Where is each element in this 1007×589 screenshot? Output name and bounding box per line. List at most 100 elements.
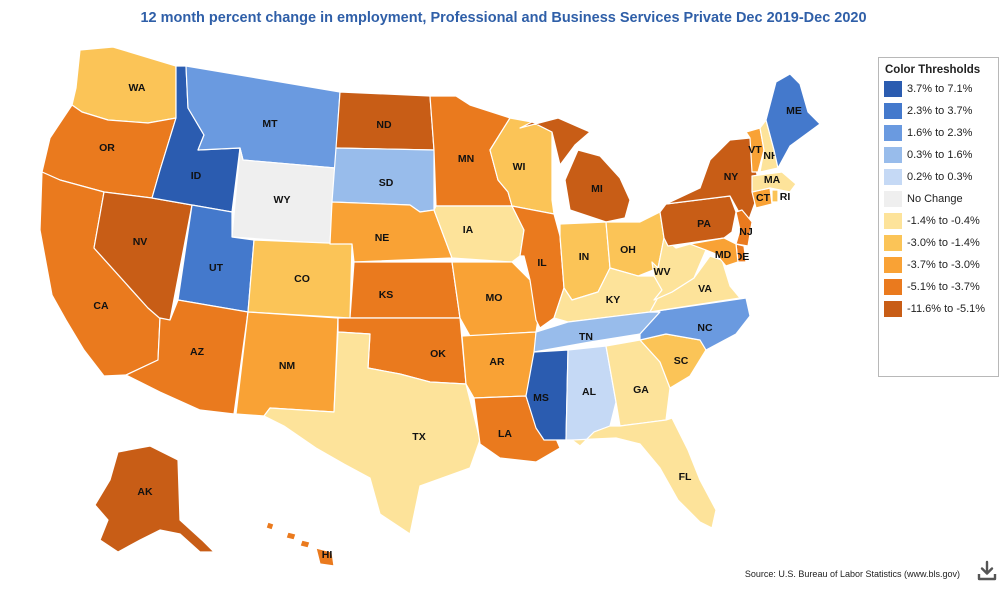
- state-ct[interactable]: CT: [751, 187, 773, 209]
- state-label: MI: [591, 183, 603, 195]
- state-label: IN: [579, 251, 590, 263]
- state-shape[interactable]: [689, 237, 739, 267]
- legend-swatch: [884, 301, 902, 317]
- state-label: SD: [379, 177, 394, 189]
- state-label: VT: [748, 144, 762, 156]
- state-label: AZ: [190, 346, 205, 358]
- state-md[interactable]: MD: [689, 237, 739, 267]
- state-nm[interactable]: NM: [235, 311, 339, 417]
- legend-item: 0.2% to 0.3%: [884, 166, 998, 188]
- state-label: TN: [579, 331, 593, 343]
- state-label: IA: [463, 224, 474, 236]
- legend-item: -1.4% to -0.4%: [884, 210, 998, 232]
- state-wi[interactable]: WI: [489, 117, 555, 215]
- legend-swatch: [884, 191, 902, 207]
- state-label: NC: [697, 322, 713, 334]
- state-wy[interactable]: WY: [231, 147, 336, 245]
- state-ma[interactable]: MA: [751, 171, 797, 193]
- state-label: MA: [764, 174, 781, 186]
- state-label: NJ: [739, 226, 753, 238]
- state-label: MD: [715, 249, 732, 261]
- state-ak[interactable]: AK: [94, 445, 215, 553]
- state-ri[interactable]: RI: [771, 189, 790, 203]
- state-shape[interactable]: [751, 171, 797, 193]
- state-mo[interactable]: MO: [451, 261, 539, 337]
- legend-swatch: [884, 103, 902, 119]
- legend-item: -11.6% to -5.1%: [884, 298, 998, 320]
- download-icon[interactable]: [976, 560, 998, 582]
- state-label: UT: [209, 262, 224, 274]
- state-shape[interactable]: [771, 189, 779, 203]
- state-shape[interactable]: [489, 117, 555, 215]
- state-nc[interactable]: NC: [639, 297, 751, 351]
- state-wv[interactable]: WV: [651, 237, 707, 301]
- state-label: CA: [93, 300, 109, 312]
- state-label: MO: [486, 292, 503, 304]
- state-shape[interactable]: [125, 299, 249, 415]
- state-wa[interactable]: WA: [71, 46, 177, 124]
- state-shape[interactable]: [519, 117, 631, 223]
- state-label: KY: [606, 294, 621, 306]
- state-ks[interactable]: KS: [349, 261, 461, 319]
- state-shape[interactable]: [571, 417, 717, 529]
- legend-swatch: [884, 169, 902, 185]
- legend-item: -5.1% to -3.7%: [884, 276, 998, 298]
- state-nd[interactable]: ND: [335, 91, 435, 151]
- state-me[interactable]: ME: [765, 73, 821, 169]
- state-co[interactable]: CO: [247, 239, 353, 319]
- state-nj[interactable]: NJ: [735, 209, 753, 247]
- state-shape[interactable]: [765, 73, 821, 169]
- state-label: OH: [620, 244, 636, 256]
- legend-item: No Change: [884, 188, 998, 210]
- state-label: ME: [786, 105, 802, 117]
- state-shape[interactable]: [349, 261, 461, 319]
- state-shape[interactable]: [639, 297, 751, 351]
- state-shape[interactable]: [263, 331, 481, 535]
- state-or[interactable]: OR: [41, 104, 177, 199]
- state-label: TX: [412, 431, 425, 443]
- state-label: IL: [537, 257, 547, 269]
- state-label: OR: [99, 142, 115, 154]
- state-ky[interactable]: KY: [553, 267, 663, 323]
- state-label: VA: [698, 283, 712, 295]
- legend-swatch: [884, 235, 902, 251]
- state-shape[interactable]: [231, 147, 336, 245]
- state-oh[interactable]: OH: [605, 211, 665, 277]
- state-label: LA: [498, 428, 512, 440]
- state-label: MS: [533, 392, 549, 404]
- state-label: NM: [279, 360, 296, 372]
- state-tx[interactable]: TX: [263, 331, 481, 535]
- legend-label: 0.3% to 1.6%: [907, 149, 973, 161]
- legend-swatch: [884, 279, 902, 295]
- state-shape[interactable]: [265, 521, 335, 567]
- state-fl[interactable]: FL: [571, 417, 717, 529]
- state-shape[interactable]: [735, 209, 753, 247]
- legend-swatch: [884, 213, 902, 229]
- legend-label: 1.6% to 2.3%: [907, 127, 973, 139]
- state-shape[interactable]: [94, 445, 215, 553]
- legend-items: 3.7% to 7.1% 2.3% to 3.7% 1.6% to 2.3% 0.3%…: [879, 78, 998, 320]
- map-title: 12 month percent change in employment, P…: [140, 10, 867, 26]
- state-shape[interactable]: [511, 205, 565, 329]
- state-ar[interactable]: AR: [461, 331, 537, 399]
- state-label: OK: [430, 348, 446, 360]
- state-label: HI: [322, 549, 333, 561]
- legend-swatch: [884, 125, 902, 141]
- legend-label: -5.1% to -3.7%: [907, 281, 980, 293]
- state-il[interactable]: IL: [511, 205, 565, 329]
- state-shape[interactable]: [451, 261, 539, 337]
- state-ms[interactable]: MS: [525, 349, 569, 441]
- state-mi[interactable]: MI: [519, 117, 631, 223]
- legend-swatch: [884, 81, 902, 97]
- state-shape[interactable]: [651, 237, 707, 301]
- state-al[interactable]: AL: [565, 345, 617, 447]
- state-shape[interactable]: [71, 46, 177, 124]
- state-hi[interactable]: HI: [265, 521, 335, 567]
- legend-label: -11.6% to -5.1%: [907, 303, 986, 315]
- state-az[interactable]: AZ: [125, 299, 249, 415]
- state-label: NY: [724, 171, 739, 183]
- legend-item: 0.3% to 1.6%: [884, 144, 998, 166]
- state-vt[interactable]: VT: [745, 127, 765, 173]
- legend-label: 2.3% to 3.7%: [907, 105, 973, 117]
- legend-item: 2.3% to 3.7%: [884, 100, 998, 122]
